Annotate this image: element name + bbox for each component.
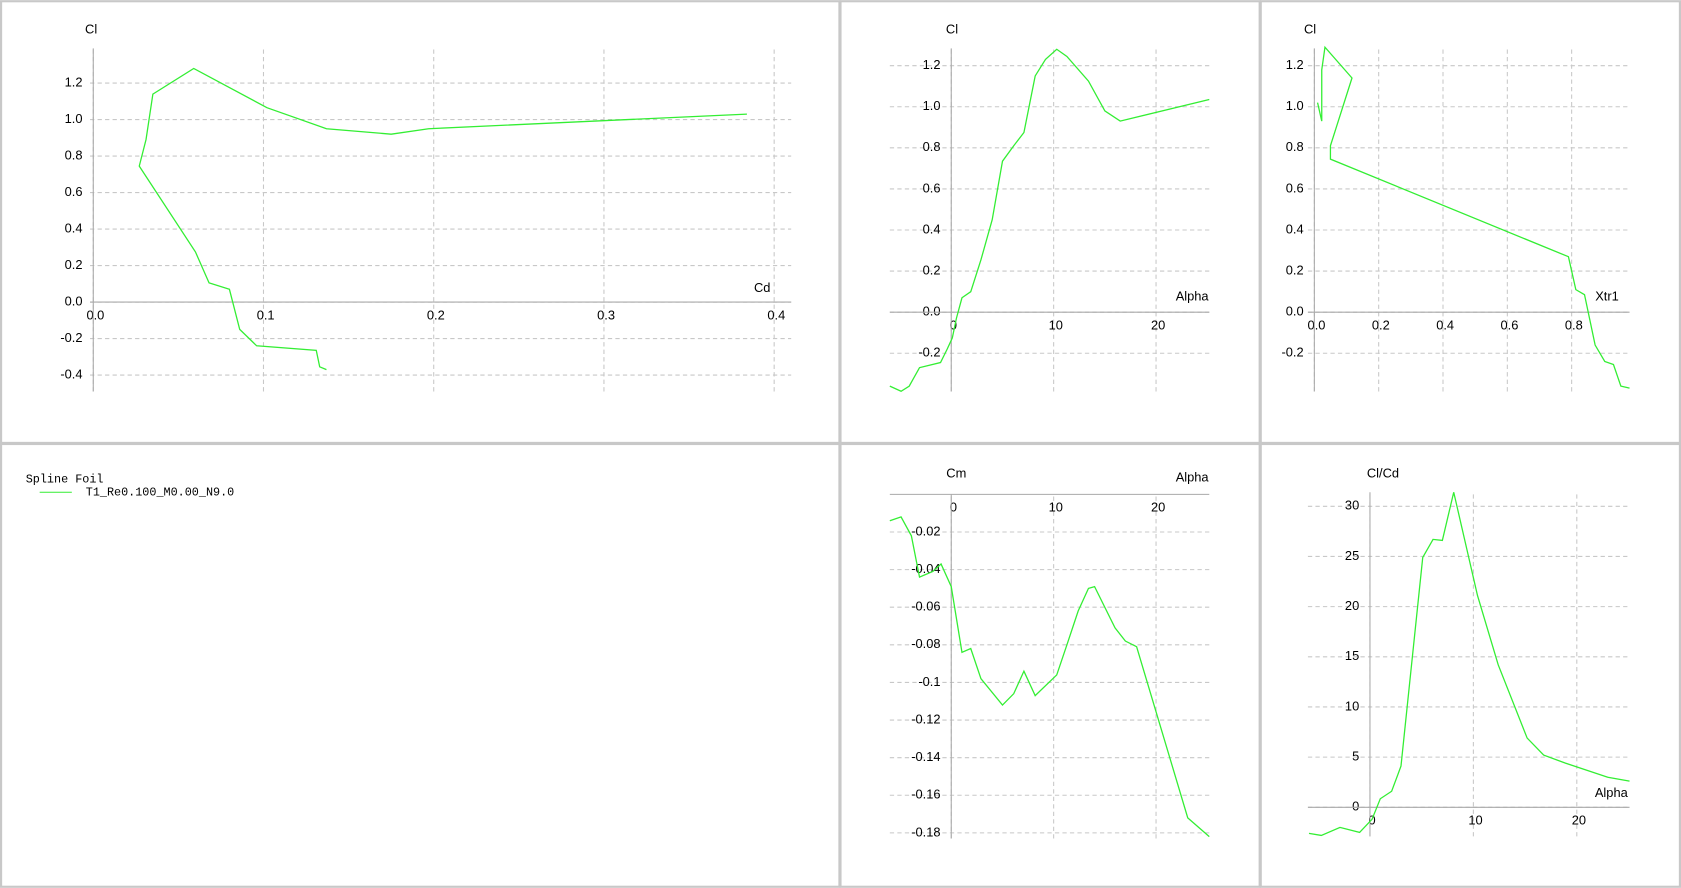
- x-tick-label: 20: [1572, 813, 1586, 828]
- y-tick-label: -0.2: [60, 330, 82, 345]
- y-axis-label: Cl: [85, 22, 97, 37]
- y-tick-label: 1.2: [1286, 57, 1304, 72]
- x-tick-label: 0: [950, 500, 957, 515]
- x-axis-label: Alpha: [1176, 470, 1210, 485]
- x-axis-label: Alpha: [1176, 289, 1210, 304]
- y-tick-label: -0.16: [911, 787, 940, 802]
- y-tick-label: -0.08: [911, 636, 940, 651]
- y-tick-label: 0.2: [65, 257, 83, 272]
- y-tick-label: 0.4: [923, 221, 941, 236]
- x-tick-label: 0.3: [597, 307, 615, 322]
- y-tick-label: 0.8: [923, 139, 941, 154]
- y-tick-label: -0.1: [918, 674, 940, 689]
- y-tick-label: 0.2: [1286, 262, 1304, 277]
- y-axis-label: Cl: [946, 22, 958, 37]
- x-tick-label: 0.2: [1372, 318, 1390, 333]
- panel: [1259, 0, 1681, 444]
- y-tick-label: 30: [1345, 498, 1359, 513]
- y-tick-label: 10: [1345, 698, 1359, 713]
- y-tick-label: 0.6: [65, 184, 83, 199]
- y-axis-label: Cm: [946, 465, 966, 480]
- x-tick-label: 0: [950, 318, 957, 333]
- legend-panel: [0, 442, 841, 888]
- x-tick-label: 0.1: [257, 307, 275, 322]
- y-tick-label: 0.0: [1286, 304, 1304, 319]
- panel: [0, 0, 841, 444]
- y-tick-label: 1.2: [923, 57, 941, 72]
- polar-curve: [1308, 492, 1630, 837]
- x-tick-label: 0.8: [1565, 318, 1583, 333]
- y-tick-label: 0.8: [65, 147, 83, 162]
- y-tick-label: 0.2: [923, 262, 941, 277]
- y-tick-label: 5: [1352, 749, 1359, 764]
- y-axis-label: Cl: [1304, 22, 1316, 37]
- y-tick-label: 1.0: [1286, 98, 1304, 113]
- x-tick-label: 20: [1151, 500, 1165, 515]
- y-tick-label: -0.06: [911, 599, 940, 614]
- x-axis-label: Xtr1: [1595, 289, 1619, 304]
- x-tick-label: 20: [1151, 318, 1165, 333]
- y-tick-label: 25: [1345, 548, 1359, 563]
- y-tick-label: 0.4: [65, 220, 83, 235]
- y-tick-label: 0: [1352, 799, 1359, 814]
- panel: [1259, 442, 1681, 888]
- polar-curve: [1316, 45, 1630, 389]
- polar-curve: [889, 48, 1210, 392]
- y-tick-label: 1.2: [65, 74, 83, 89]
- polar-curve: [889, 516, 1210, 838]
- y-tick-label: 0.6: [1286, 180, 1304, 195]
- y-axis-label: Cl/Cd: [1367, 465, 1399, 480]
- y-tick-label: -0.18: [911, 824, 940, 839]
- polar-curve: [138, 67, 747, 371]
- legend-title: Spline Foil: [26, 472, 104, 486]
- y-tick-label: -0.2: [1281, 345, 1303, 360]
- x-tick-label: 10: [1049, 318, 1063, 333]
- x-tick-label: 0.6: [1501, 318, 1519, 333]
- x-tick-label: 0.0: [1308, 318, 1326, 333]
- x-tick-label: 0.2: [427, 307, 445, 322]
- x-tick-label: 10: [1468, 813, 1482, 828]
- y-tick-label: 20: [1345, 598, 1359, 613]
- x-tick-label: 0.4: [1436, 318, 1454, 333]
- legend-entry: T1_Re0.100_M0.00_N9.0: [86, 485, 234, 499]
- y-tick-label: 0.0: [923, 304, 941, 319]
- x-tick-label: 10: [1049, 500, 1063, 515]
- x-tick-label: 0.4: [767, 307, 785, 322]
- y-tick-label: 0.4: [1286, 221, 1304, 236]
- y-tick-label: -0.14: [911, 749, 940, 764]
- y-tick-label: -0.02: [911, 523, 940, 538]
- x-axis-label: Alpha: [1595, 785, 1629, 800]
- x-axis-label: Cd: [754, 280, 770, 295]
- x-tick-label: 0.0: [86, 307, 104, 322]
- y-tick-label: 1.0: [65, 111, 83, 126]
- y-tick-label: 1.0: [923, 98, 941, 113]
- panel: [839, 442, 1261, 888]
- y-tick-label: 0.8: [1286, 139, 1304, 154]
- y-tick-label: -0.2: [918, 345, 940, 360]
- y-tick-label: 15: [1345, 648, 1359, 663]
- y-tick-label: 0.6: [923, 180, 941, 195]
- y-tick-label: -0.4: [60, 366, 82, 381]
- y-tick-label: 0.0: [65, 293, 83, 308]
- y-tick-label: -0.12: [911, 711, 940, 726]
- panel: [839, 0, 1261, 444]
